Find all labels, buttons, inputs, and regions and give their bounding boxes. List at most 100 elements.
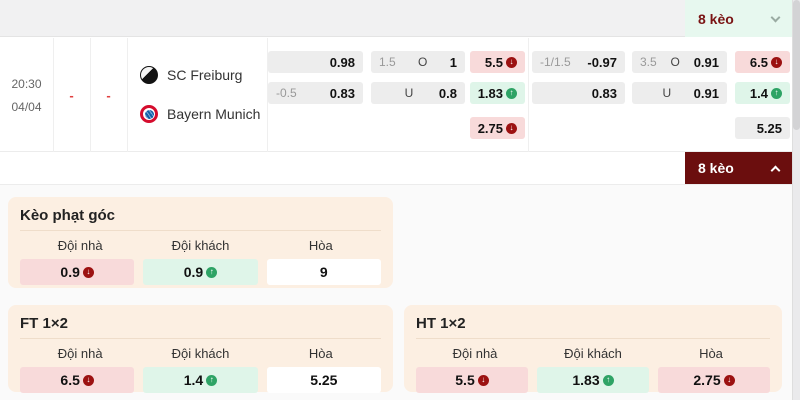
trend-down-icon [771,56,782,68]
match-time: 20:30 04/04 [0,38,53,152]
ht-away-odd[interactable]: 1.83 [537,367,649,393]
odds-overunder2-row1[interactable]: 3.5 O 0.91 [632,51,727,73]
team-row-away[interactable]: Bayern Munich [140,103,260,125]
chevron-down-icon [770,12,781,22]
ou-side: O [670,55,680,69]
panel-ht-1x2: HT 1×2 Đội nhà Đội khách Hòa 5.5 1.83 2.… [404,305,782,393]
panel-title: FT 1×2 [20,315,381,339]
odd-value: 0.9 [60,264,80,280]
odd-value: 6.5 [749,54,768,70]
odds-overunder1-row2[interactable]: U 0.8 [371,82,465,104]
odd-value: 0.83 [329,85,355,101]
divider [90,38,91,152]
odd-value: 6.5 [60,372,80,388]
header-draw: Hòa [699,346,723,361]
header-home: Đội nhà [452,346,498,361]
top-bar [0,0,792,37]
odd-value: 1 [449,54,457,70]
panel-corner-odds: Kèo phạt góc Đội nhà Đội khách Hòa 0.9 0… [8,197,393,288]
trend-down-icon [82,374,94,386]
corner-away-odd[interactable]: 0.9 [143,259,258,285]
odd-value: 1.83 [477,85,503,101]
odds-count-dropdown[interactable]: 8 kèo [685,0,792,37]
ft-away-odd[interactable]: 1.4 [143,367,258,393]
handicap-line: -0.5 [276,86,297,100]
odds-handicap1-row1[interactable]: 0.98 [268,51,363,73]
scrollbar-track[interactable] [792,0,800,400]
ht-draw-odd[interactable]: 2.75 [658,367,770,393]
ou-line: 1.5 [379,55,396,69]
panel-title: Kèo phạt góc [20,207,381,231]
panel-title: HT 1×2 [416,315,770,339]
header-home: Đội nhà [57,238,103,253]
ou-side: O [418,55,428,69]
kickoff-time: 20:30 [11,76,42,91]
ht-home-odd[interactable]: 5.5 [416,367,528,393]
header-away: Đội khách [171,238,230,253]
odds-handicap2-row1[interactable]: -1/1.5 -0.97 [532,51,625,73]
odds-1x2-ht-draw[interactable]: 2.75 [470,117,525,139]
panel-headers: Đội nhà Đội khách Hòa [416,346,770,361]
corner-draw-odd[interactable]: 9 [266,259,381,285]
odd-value: 0.83 [591,85,617,101]
trend-down-icon [82,266,94,278]
header-draw: Hòa [308,346,333,361]
odds-count-label: 8 kèo [698,160,734,176]
odds-1x2-ft-draw[interactable]: 5.25 [735,117,790,139]
odds-handicap1-row2[interactable]: -0.5 0.83 [268,82,363,104]
trend-down-icon [477,374,489,386]
trend-up-icon [506,87,517,99]
odds-1x2-ft-away[interactable]: 1.4 [735,82,790,104]
trend-up-icon [206,374,218,386]
freiburg-crest-icon [140,66,158,84]
odd-value: -0.97 [587,54,617,70]
odd-value: 0.8 [438,85,457,101]
panel-headers: Đội nhà Đội khách Hòa [20,346,381,361]
odd-value: 0.9 [183,264,204,280]
odd-value: 0.91 [693,54,719,70]
odds-count-collapse-button[interactable]: 8 kèo [685,152,792,184]
panel-ft-1x2: FT 1×2 Đội nhà Đội khách Hòa 6.5 1.4 5.2… [8,305,393,393]
odd-value: 2.75 [693,372,721,388]
odds-count-label: 8 kèo [698,10,734,27]
trend-down-icon [506,56,517,68]
divider [267,38,268,152]
corner-home-odd[interactable]: 0.9 [20,259,135,285]
trend-down-icon [723,374,735,386]
chevron-up-icon [770,165,781,175]
score-home: - [69,87,74,103]
odds-overunder2-row2[interactable]: U 0.91 [632,82,727,104]
bayern-crest-icon [140,105,158,123]
odd-value: 5.5 [484,54,503,70]
odds-1x2-ft-home[interactable]: 6.5 [735,51,790,73]
odds-1x2-ht-home[interactable]: 5.5 [470,51,525,73]
ft-draw-odd[interactable]: 5.25 [266,367,381,393]
odd-value: 1.4 [183,372,204,388]
header-home: Đội nhà [57,346,103,361]
odd-value: 0.91 [693,85,719,101]
odds-overunder1-row1[interactable]: 1.5 O 1 [371,51,465,73]
odds-1x2-ht-away[interactable]: 1.83 [470,82,525,104]
team-name-away: Bayern Munich [167,106,261,122]
divider [127,38,128,152]
ft-home-odd[interactable]: 6.5 [20,367,135,393]
odd-value: 0.98 [329,54,355,70]
team-row-home[interactable]: SC Freiburg [140,64,242,86]
odds-handicap2-row2[interactable]: 0.83 [532,82,625,104]
ou-line: 3.5 [640,55,657,69]
odd-value: 1.4 [749,85,768,101]
ou-side: U [404,86,414,100]
header-away: Đội khách [171,346,230,361]
odd-value: 5.25 [310,372,338,388]
divider [528,38,529,152]
odd-value: 5.25 [756,120,782,136]
team-name-home: SC Freiburg [167,67,243,83]
panel-headers: Đội nhà Đội khách Hòa [20,238,381,253]
ou-side: U [662,86,672,100]
trend-up-icon [206,266,218,278]
kickoff-date: 04/04 [11,99,42,114]
odd-value: 2.75 [477,120,503,136]
scrollbar-thumb[interactable] [793,0,800,130]
header-away: Đội khách [564,346,622,361]
trend-up-icon [771,87,782,99]
